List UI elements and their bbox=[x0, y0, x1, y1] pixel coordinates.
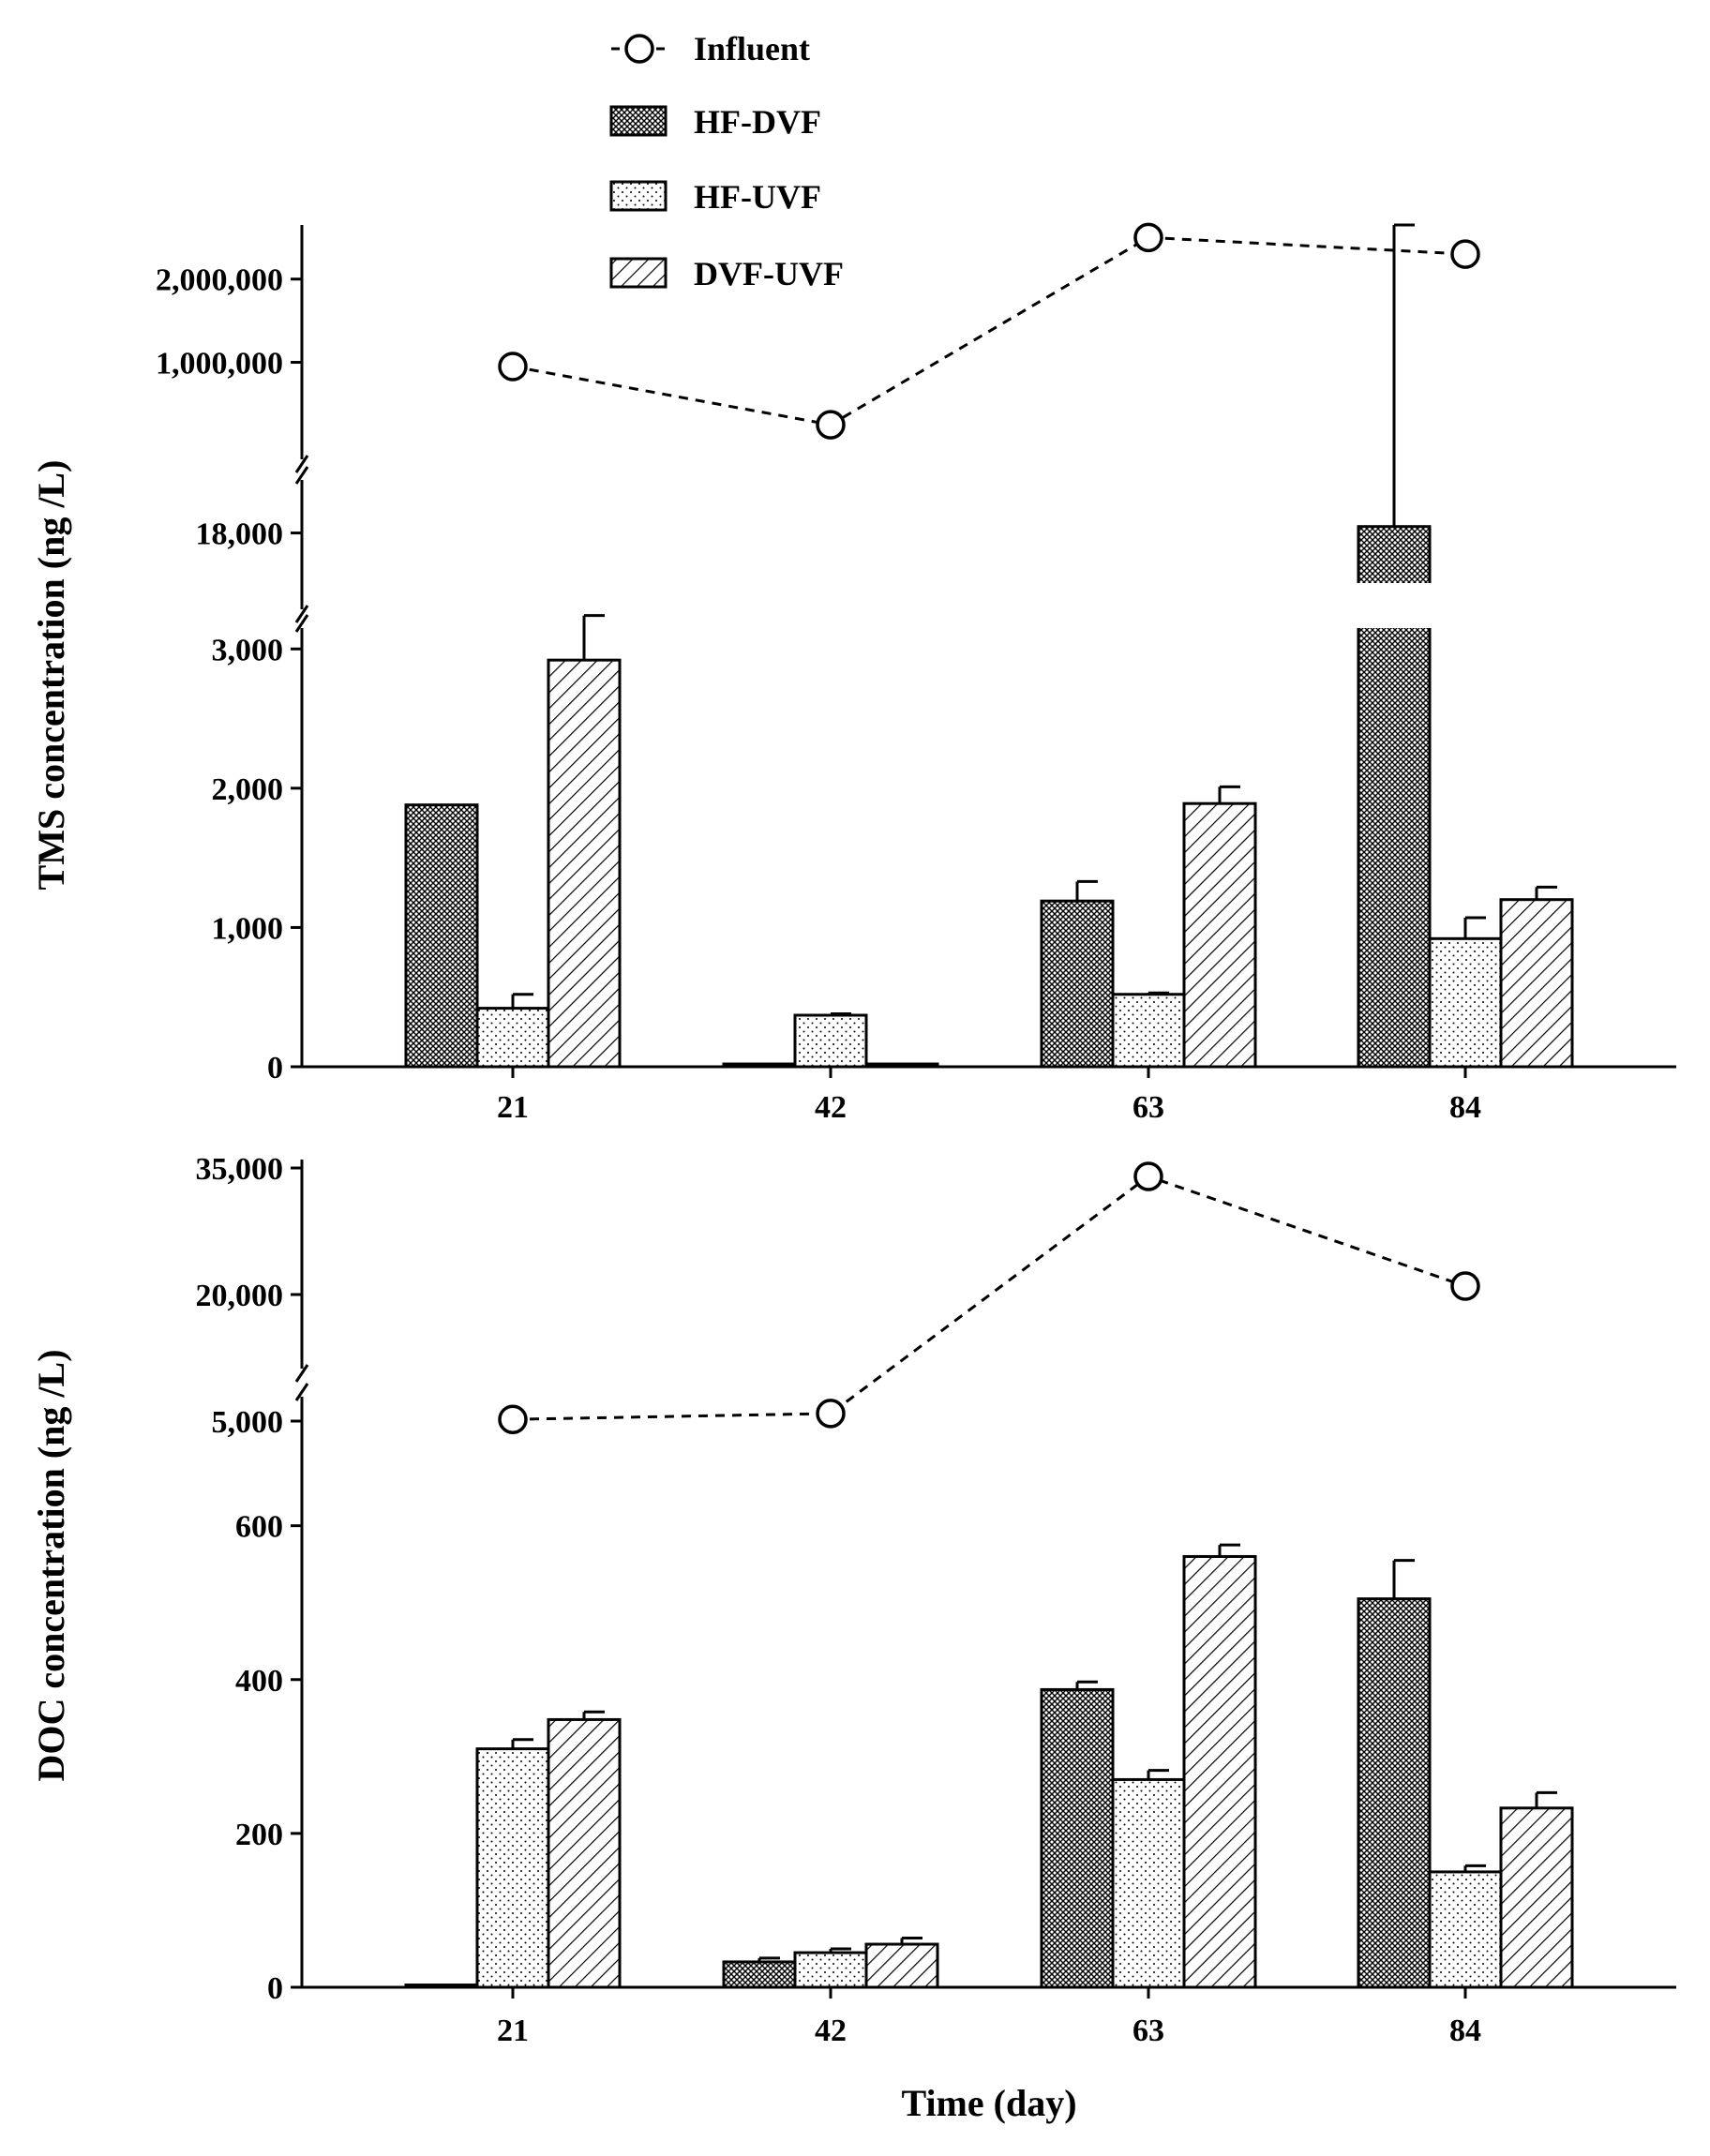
tms-axis-break-mark bbox=[294, 455, 309, 473]
tms-bar-dvf-uvf-63 bbox=[1182, 801, 1257, 1069]
tms-y-tick-label: 0 bbox=[267, 1051, 283, 1085]
doc-panel: 0 200 400 600 5,000 20,000 35,000 21 42 63 84 DOC c… bbox=[30, 1152, 1676, 2124]
doc-axis-break-mark bbox=[294, 1383, 309, 1401]
legend-marker-influent bbox=[624, 34, 654, 64]
tms-influent-point-21 bbox=[498, 352, 528, 382]
tms-axis-break-mark bbox=[294, 614, 309, 633]
doc-bar-hf-uvf-63 bbox=[1111, 1777, 1186, 1989]
tms-bar-dvf-uvf-84 bbox=[1499, 898, 1574, 1069]
doc-y-tick-label: 20,000 bbox=[196, 1279, 284, 1313]
doc-x-tick-label: 84 bbox=[1449, 2014, 1481, 2048]
tms-y-tick-label: 2,000,000 bbox=[156, 263, 283, 298]
legend-label-hf-dvf: HF-DVF bbox=[694, 103, 821, 141]
doc-influent-point-21 bbox=[498, 1404, 528, 1434]
doc-y-tick-label: 35,000 bbox=[196, 1152, 284, 1187]
tms-bar-hf-uvf-42 bbox=[793, 1013, 868, 1069]
doc-axis-break-mark bbox=[294, 1364, 309, 1383]
tms-x-tick-label: 21 bbox=[497, 1090, 529, 1125]
tms-y-tick-label: 1,000,000 bbox=[156, 347, 283, 382]
tms-bar-dvf-uvf-42 bbox=[864, 1062, 939, 1069]
doc-y-tick-label: 0 bbox=[267, 1971, 283, 2006]
tms-y-tick-label: 2,000 bbox=[212, 772, 284, 807]
doc-bar-dvf-uvf-42 bbox=[864, 1942, 939, 1989]
doc-bar-hf-dvf-84 bbox=[1357, 1597, 1432, 1989]
tms-y-tick-label: 1,000 bbox=[212, 911, 284, 946]
legend-item-hf-dvf: HF-DVF bbox=[609, 103, 821, 141]
doc-bar-dvf-uvf-21 bbox=[547, 1717, 622, 1989]
tms-influent-point-42 bbox=[816, 410, 846, 440]
legend-item-hf-uvf: HF-UVF bbox=[609, 178, 821, 216]
doc-bar-hf-dvf-21 bbox=[404, 1984, 479, 1989]
doc-bar-hf-uvf-21 bbox=[475, 1747, 550, 1989]
doc-influent-line bbox=[512, 1175, 1466, 1421]
doc-influent-point-63 bbox=[1133, 1161, 1163, 1191]
tms-panel: 0 1,000 2,000 3,000 18,000 1,000,000 2,000,000… bbox=[30, 222, 1676, 1125]
tms-x-tick-label: 42 bbox=[815, 1090, 847, 1125]
tms-influent-line bbox=[512, 235, 1466, 427]
tms-y-axis-title: TMS concentration (ng /L) bbox=[30, 460, 72, 891]
tms-axis-break-mark bbox=[294, 605, 309, 623]
tms-bar-hf-uvf-21 bbox=[475, 1007, 550, 1069]
tms-bar-break-gap bbox=[1355, 583, 1433, 628]
doc-x-tick-label: 21 bbox=[497, 2014, 529, 2048]
tms-influent-point-63 bbox=[1133, 222, 1163, 253]
tms-x-tick-label: 63 bbox=[1132, 1090, 1164, 1125]
legend-label-dvf-uvf: DVF-UVF bbox=[694, 255, 844, 292]
legend-item-dvf-uvf: DVF-UVF bbox=[609, 255, 844, 292]
doc-bar-hf-dvf-42 bbox=[722, 1960, 797, 1989]
doc-y-tick-label: 5,000 bbox=[212, 1405, 284, 1440]
legend-swatch-dvf-uvf bbox=[609, 257, 668, 289]
doc-bar-hf-uvf-84 bbox=[1428, 1870, 1503, 1989]
tms-bar-dvf-uvf-21 bbox=[547, 658, 622, 1069]
doc-y-axis-title: DOC concentration (ng /L) bbox=[30, 1349, 72, 1781]
doc-x-axis-title: Time (day) bbox=[901, 2082, 1076, 2124]
doc-x-tick-label: 42 bbox=[815, 2014, 847, 2048]
tms-bar-hf-uvf-84 bbox=[1428, 936, 1503, 1069]
legend-swatch-hf-dvf bbox=[609, 105, 668, 137]
doc-bar-dvf-uvf-63 bbox=[1182, 1554, 1257, 1989]
doc-y-tick-label: 200 bbox=[235, 1818, 283, 1852]
doc-bar-dvf-uvf-84 bbox=[1499, 1806, 1574, 1989]
tms-y-tick-label: 3,000 bbox=[212, 633, 284, 667]
legend-label-hf-uvf: HF-UVF bbox=[694, 178, 821, 216]
doc-y-tick-label: 600 bbox=[235, 1510, 283, 1545]
tms-y-tick-label: 18,000 bbox=[196, 517, 284, 552]
tms-x-tick-label: 84 bbox=[1449, 1090, 1481, 1125]
legend-item-influent: Influent bbox=[611, 30, 810, 67]
legend-swatch-hf-uvf bbox=[609, 180, 668, 212]
doc-x-tick-label: 63 bbox=[1132, 2014, 1164, 2048]
legend-label-influent: Influent bbox=[694, 30, 810, 67]
doc-influent-point-42 bbox=[816, 1399, 846, 1429]
tms-bar-hf-uvf-63 bbox=[1111, 993, 1186, 1069]
legend: Influent HF-DVF HF-UVF DVF-UVF bbox=[609, 30, 844, 292]
tms-axis-break-mark bbox=[294, 466, 309, 485]
tms-bar-hf-dvf-42 bbox=[722, 1062, 797, 1069]
doc-y-tick-label: 400 bbox=[235, 1664, 283, 1699]
tms-bar-hf-dvf-21 bbox=[404, 803, 479, 1069]
doc-bar-hf-dvf-63 bbox=[1040, 1687, 1115, 1989]
doc-bar-hf-uvf-42 bbox=[793, 1951, 868, 1989]
tms-bar-hf-dvf-63 bbox=[1040, 899, 1115, 1069]
doc-influent-point-84 bbox=[1450, 1271, 1480, 1301]
tms-influent-point-84 bbox=[1450, 239, 1480, 269]
